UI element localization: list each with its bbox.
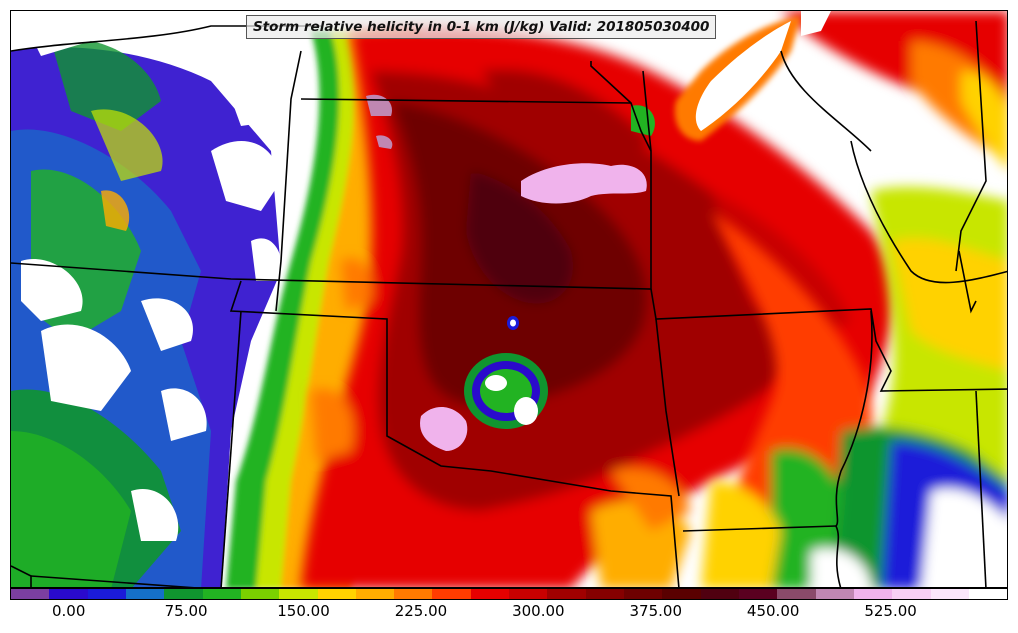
colorbar-segment (700, 589, 739, 599)
colorbar-tick-label: 75.00 (164, 602, 208, 620)
state-boundaries (11, 20, 1007, 587)
colorbar-tick-labels: 0.00 75.00 150.00 225.00 300.00 375.00 450.00 5… (10, 602, 1008, 624)
colorbar-segment (470, 589, 510, 599)
colorbar-segment (738, 589, 778, 599)
colorbar-tick-label: 450.00 (746, 602, 800, 620)
colorbar-segment (662, 589, 701, 599)
colorbar-tick-label: 375.00 (629, 602, 683, 620)
colorbar-segment (853, 589, 893, 599)
colorbar-segment (317, 589, 356, 599)
colorbar-tick-label: 525.00 (864, 602, 917, 620)
colorbar-segment (394, 589, 433, 599)
helicity-field (11, 11, 1007, 587)
colorbar-segment (930, 589, 969, 599)
colorbar-segment (432, 589, 471, 599)
extreme-helicity-patches (366, 94, 647, 451)
colorbar-segment (777, 589, 816, 599)
storm-low-helicity-ring (464, 316, 548, 429)
colorbar-segment (585, 589, 624, 599)
colorbar-segment (202, 589, 241, 599)
colorbar-segment (892, 589, 931, 599)
colorbar-segment (547, 589, 586, 599)
colorbar-segment (240, 589, 280, 599)
west-low-helicity-region (11, 16, 282, 587)
colorbar-tick-label: 300.00 (512, 602, 565, 620)
helicity-map (10, 10, 1008, 588)
colorbar-segment (164, 589, 203, 599)
colorbar-segment (355, 589, 395, 599)
colorbar-segment (279, 589, 318, 599)
colorbar-tick-label: 150.00 (277, 602, 330, 620)
colorbar-tick-label: 225.00 (394, 602, 448, 620)
colorbar-segment (815, 589, 854, 599)
colorbar-segment (968, 589, 1008, 599)
colorbar-segment (125, 589, 165, 599)
colorbar-segment (87, 589, 126, 599)
colorbar-segment (509, 589, 548, 599)
map-title: Storm relative helicity in 0-1 km (J/kg)… (246, 15, 717, 39)
colorbar (10, 588, 1008, 600)
east-gradient-region (701, 11, 1007, 587)
colorbar-segment (11, 589, 50, 599)
colorbar-tick-label: 0.00 (52, 602, 86, 620)
colorbar-segment (624, 589, 663, 599)
colorbar-segment (49, 589, 88, 599)
